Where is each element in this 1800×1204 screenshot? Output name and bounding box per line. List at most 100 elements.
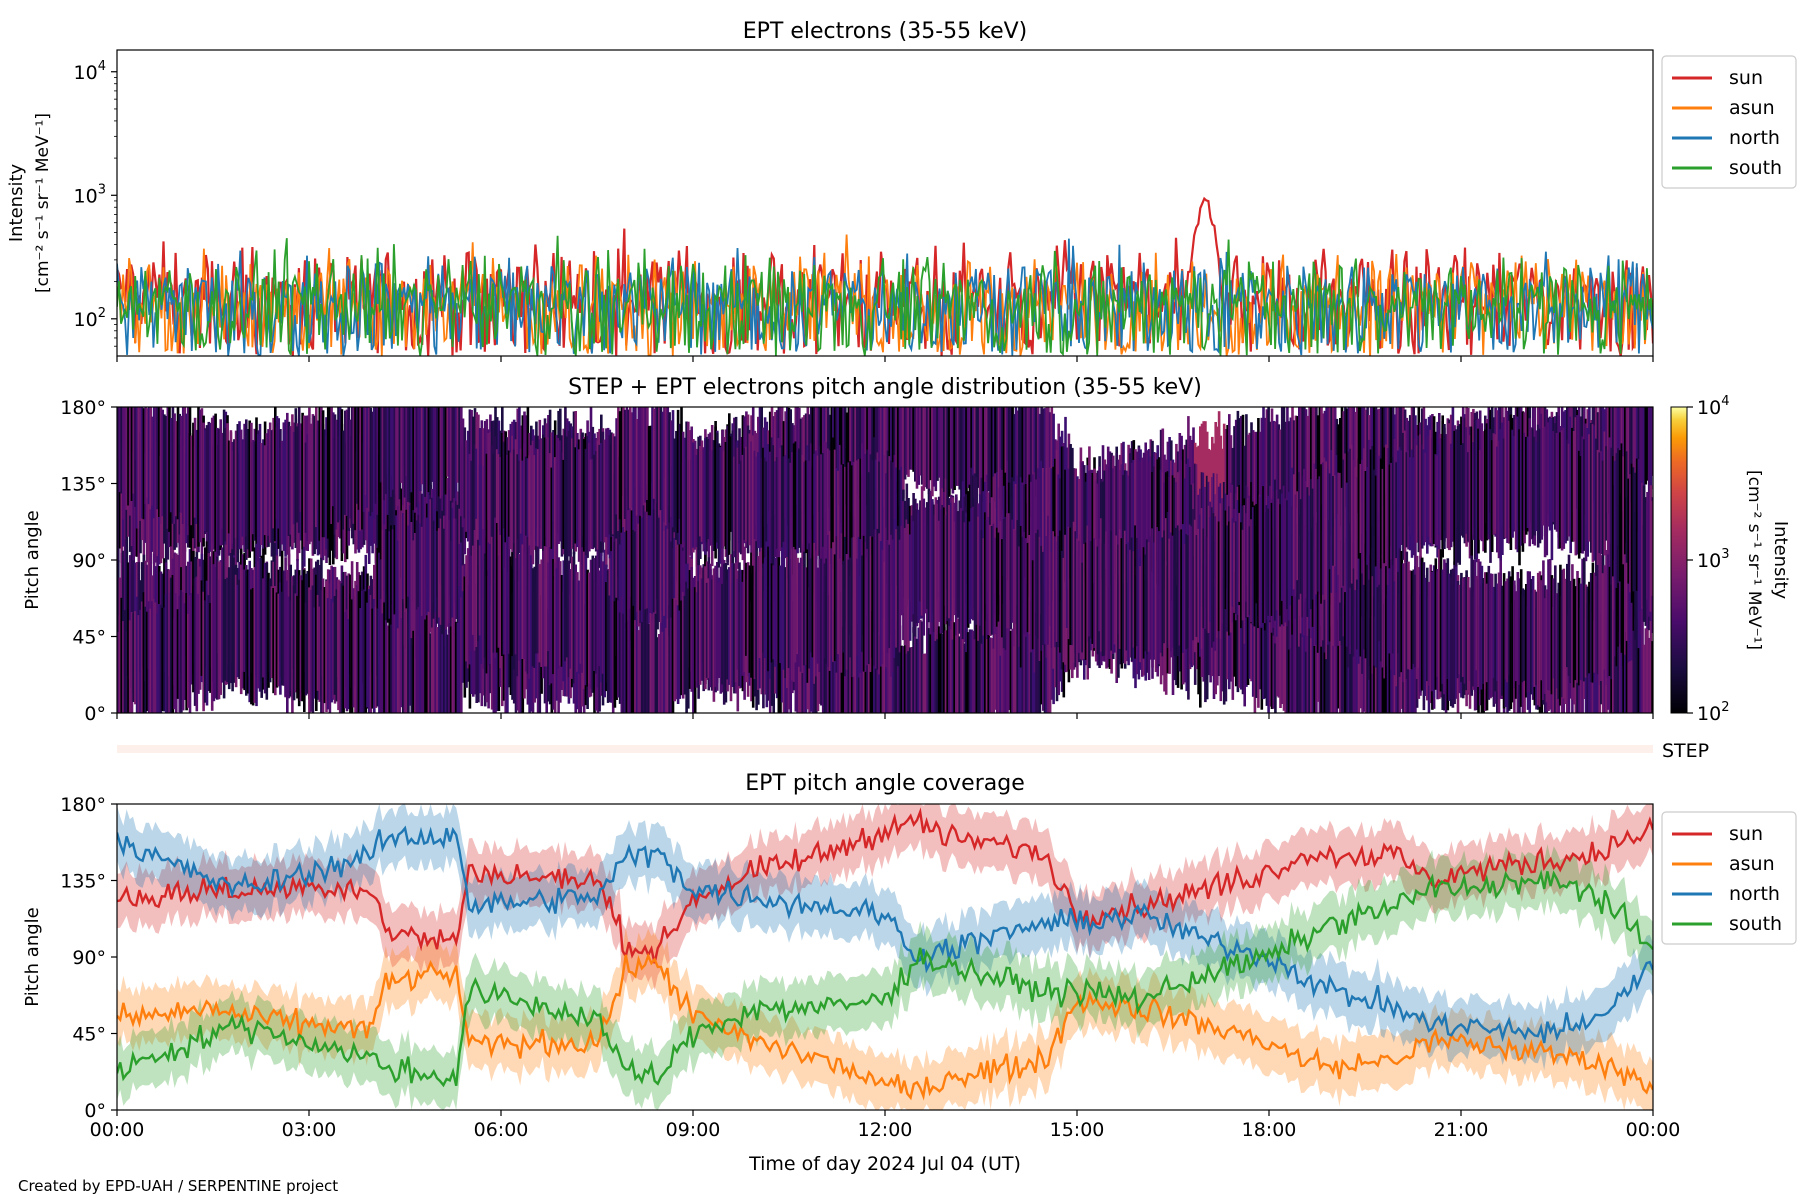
panel2-cell (371, 608, 374, 709)
panel3-line-sun (117, 807, 1653, 964)
panel2-cell (1349, 615, 1352, 713)
panel2-cell (1170, 532, 1173, 652)
panel2-cell (854, 548, 857, 666)
panel2-cell (214, 567, 217, 699)
panel2-cell (1642, 644, 1646, 713)
panel2-cell (1243, 505, 1247, 644)
panel2-cell (458, 407, 461, 509)
panel2-cell (895, 630, 898, 713)
panel2-cell (1335, 549, 1339, 639)
panel2-cell (842, 626, 845, 713)
panel2-cell (398, 629, 402, 713)
panel2-cell (675, 600, 678, 700)
panel2-cell (533, 566, 537, 668)
panel2-cell (526, 537, 530, 674)
panel2-cell (687, 588, 690, 709)
panel2-cell (396, 407, 400, 506)
panel2-cell (1516, 572, 1520, 701)
panel2-cell (956, 512, 960, 618)
panel2-cell (229, 430, 233, 544)
panel2-cell (1424, 452, 1427, 543)
panel2-cell (1014, 483, 1018, 575)
panel2-cell (939, 407, 943, 491)
panel2-cell (400, 407, 403, 483)
panel2-cell (521, 544, 525, 659)
panel2-cell (280, 591, 284, 686)
panel2-cell (625, 487, 629, 629)
panel2-cell (1572, 578, 1576, 688)
panel2-cell (197, 407, 200, 547)
panel2-cell (1596, 561, 1600, 675)
panel2-cell (920, 621, 924, 713)
panel2-cell (1497, 440, 1501, 559)
panel2-cell (741, 454, 745, 561)
panel2-cell (627, 409, 630, 511)
panel2-cell (680, 407, 683, 545)
panel2-cell (862, 535, 866, 672)
panel2-cell (1489, 429, 1492, 563)
panel2-cell (1509, 414, 1513, 550)
panel3-band-sun (117, 804, 1653, 991)
panel2-cell (132, 451, 136, 564)
panel2-cell (147, 445, 151, 566)
panel3-xtick-label: 21:00 (1434, 1119, 1489, 1141)
panel2-cell (748, 565, 752, 673)
panel2-cell (1477, 559, 1480, 687)
panel2-cell (1024, 606, 1028, 713)
panel2-cell (412, 540, 415, 645)
panel2-cell (193, 578, 197, 706)
panel2-cell (1560, 430, 1564, 551)
panel2-cell (1342, 459, 1346, 586)
panel-pitch-angle-distribution: STEP + EPT electrons pitch angle distrib… (22, 375, 1791, 762)
panel2-cell (1221, 585, 1224, 692)
panel2-cell (323, 589, 327, 704)
panel2-cell (815, 550, 818, 677)
panel2-cell (1419, 555, 1422, 693)
panel2-cell (123, 610, 127, 713)
panel2-cell (1379, 561, 1383, 662)
panel2-cell (139, 609, 142, 713)
panel2-cell (415, 407, 419, 508)
panel2-cell (379, 451, 383, 563)
panel2-cell (1054, 458, 1057, 581)
panel2-cell (1013, 528, 1016, 647)
panel2-cell (632, 605, 636, 713)
panel2-cell (1222, 509, 1226, 610)
panel2-cell (710, 450, 714, 545)
panel2-cell (161, 607, 165, 711)
panel2-cell (685, 421, 688, 564)
panel2-cell (393, 525, 397, 631)
panel2-cell (132, 407, 136, 494)
panel2-cell (405, 407, 409, 477)
panel2-cell (881, 618, 885, 713)
panel2-cell (770, 563, 774, 663)
panel2-cell (1250, 584, 1253, 682)
panel2-cell (197, 594, 200, 694)
panel2-cell (1193, 519, 1197, 653)
panel2-cell (154, 602, 158, 713)
panel2-cell (1265, 505, 1269, 620)
panel2-cell (762, 447, 765, 568)
panel2-cell (1301, 407, 1305, 522)
panel2-cell (1127, 475, 1130, 571)
panel2-cell (1079, 461, 1083, 567)
panel1-line-north (117, 238, 1653, 356)
panel2-cell (1405, 452, 1409, 548)
panel2-cell (741, 581, 745, 676)
panel2-cell (374, 607, 378, 708)
panel2-cell (973, 509, 977, 640)
panel2-cell (1431, 571, 1434, 692)
panel2-cell (216, 427, 219, 557)
panel2-cell (1606, 553, 1610, 678)
panel2-cell (622, 613, 625, 713)
panel2-cell (1499, 557, 1503, 699)
panel2-cell (1482, 578, 1485, 684)
panel2-cell (214, 413, 217, 552)
panel2-cell (1321, 598, 1325, 713)
panel2-cell (1327, 468, 1330, 583)
panel2-cell (893, 518, 897, 658)
panel2-cell (1431, 414, 1434, 547)
panel2-cell (190, 593, 194, 685)
panel2-cell (434, 612, 438, 713)
panel2-cell (560, 452, 564, 557)
